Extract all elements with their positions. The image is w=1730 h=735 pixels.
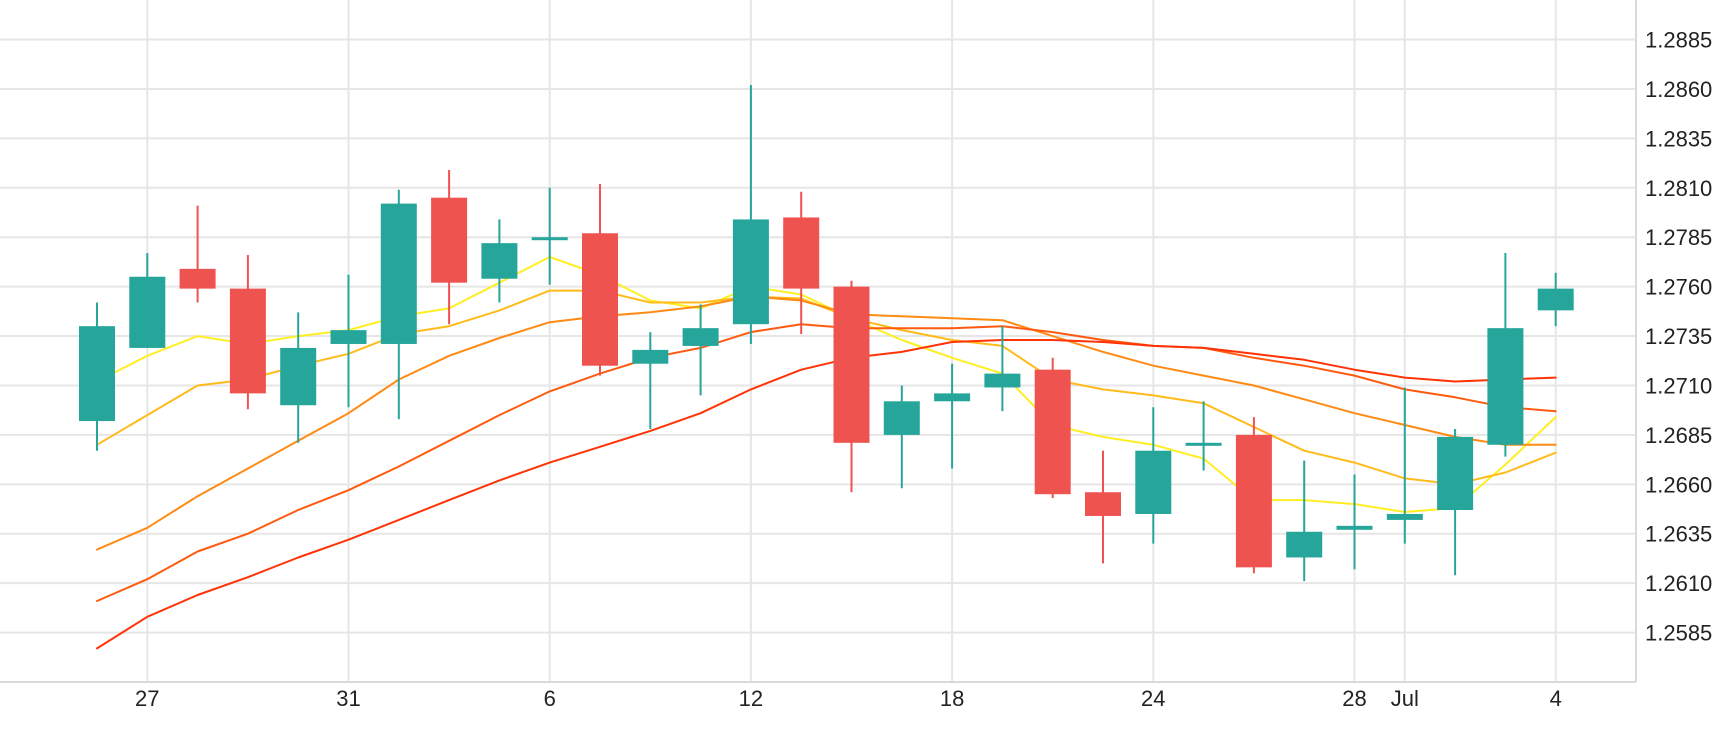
candle-body	[280, 347, 317, 406]
candle-body	[582, 233, 618, 366]
candle	[431, 170, 468, 325]
x-tick-label: 28	[1342, 686, 1366, 711]
candle-body	[179, 268, 216, 289]
candle-body	[1286, 531, 1323, 558]
candle	[1085, 450, 1121, 564]
candle-body	[883, 401, 920, 435]
candle-body	[481, 243, 518, 279]
y-tick-label: 1.2685	[1645, 423, 1712, 448]
y-tick-label: 1.2585	[1645, 621, 1712, 646]
candle	[481, 219, 518, 303]
candle-body	[783, 217, 820, 289]
candle-body	[1336, 525, 1373, 530]
candle-body	[1235, 434, 1272, 568]
candle	[129, 253, 166, 348]
candle	[1286, 460, 1323, 582]
y-tick-label: 1.2610	[1645, 571, 1712, 596]
y-tick-label: 1.2710	[1645, 373, 1712, 398]
candle-body	[632, 349, 669, 364]
candle	[1034, 357, 1071, 499]
candle	[682, 304, 719, 396]
candle	[934, 363, 971, 469]
candle-body	[1034, 369, 1071, 495]
x-tick-label: 18	[940, 686, 964, 711]
candle	[280, 312, 317, 443]
y-tick-label: 1.2760	[1645, 275, 1712, 300]
x-tick-label: Jul	[1391, 686, 1419, 711]
candle	[380, 189, 417, 420]
candle	[783, 191, 820, 335]
candle	[732, 85, 769, 344]
moving-average-line	[96, 339, 1557, 650]
candle-body	[732, 219, 769, 325]
candle	[229, 255, 266, 410]
candle	[632, 332, 669, 429]
candle-body	[1386, 513, 1423, 520]
x-tick-label: 27	[135, 686, 159, 711]
candle	[1487, 253, 1524, 457]
candle	[79, 302, 115, 451]
candle-body	[1185, 442, 1222, 446]
candle-body	[79, 326, 115, 422]
candle	[1135, 407, 1172, 544]
candle	[179, 205, 216, 303]
candle-body	[682, 328, 719, 346]
candles	[79, 85, 1574, 582]
moving-average-line	[96, 323, 1557, 602]
candle	[531, 187, 568, 285]
y-tick-label: 1.2835	[1645, 126, 1712, 151]
candle	[1537, 272, 1574, 327]
candle-body	[380, 203, 417, 344]
candle-body	[984, 373, 1021, 388]
y-tick-label: 1.2810	[1645, 176, 1712, 201]
x-tick-label: 6	[544, 686, 556, 711]
x-tick-label: 12	[739, 686, 763, 711]
candle	[1235, 417, 1272, 574]
candle-body	[330, 330, 367, 344]
y-tick-label: 1.2660	[1645, 472, 1712, 497]
candle	[330, 274, 367, 408]
candle-body	[129, 276, 166, 348]
y-tick-label: 1.2635	[1645, 522, 1712, 547]
candle-body	[229, 288, 266, 394]
candle	[984, 326, 1021, 412]
candle	[582, 183, 618, 376]
y-tick-label: 1.2860	[1645, 77, 1712, 102]
candle-body	[1085, 492, 1121, 516]
candle	[1185, 401, 1222, 471]
candle-body	[1487, 328, 1524, 445]
candle-body	[833, 286, 870, 443]
y-tick-label: 1.2735	[1645, 324, 1712, 349]
candle	[1386, 387, 1423, 544]
x-tick-label: 31	[336, 686, 360, 711]
y-axis: 1.2585 1.2610 1.2635 1.2660 1.2685 1.2710 1.27…	[1645, 28, 1712, 646]
x-axis: 27 31 6 12 18 24 28 Jul 4	[135, 686, 1562, 711]
moving-average-line	[96, 295, 1557, 551]
candle-body	[431, 197, 468, 283]
candle-body	[531, 237, 568, 241]
moving-averages	[96, 256, 1557, 650]
candle	[1437, 428, 1474, 576]
candle	[883, 385, 920, 489]
candle	[1336, 474, 1373, 570]
y-tick-label: 1.2785	[1645, 225, 1712, 250]
candle-body	[1537, 288, 1574, 311]
candle-body	[1135, 450, 1172, 514]
candle-body	[934, 393, 971, 402]
candle-body	[1437, 436, 1474, 511]
x-tick-label: 4	[1550, 686, 1562, 711]
candle	[833, 280, 870, 493]
y-tick-label: 1.2885	[1645, 28, 1712, 53]
x-tick-label: 24	[1141, 686, 1165, 711]
